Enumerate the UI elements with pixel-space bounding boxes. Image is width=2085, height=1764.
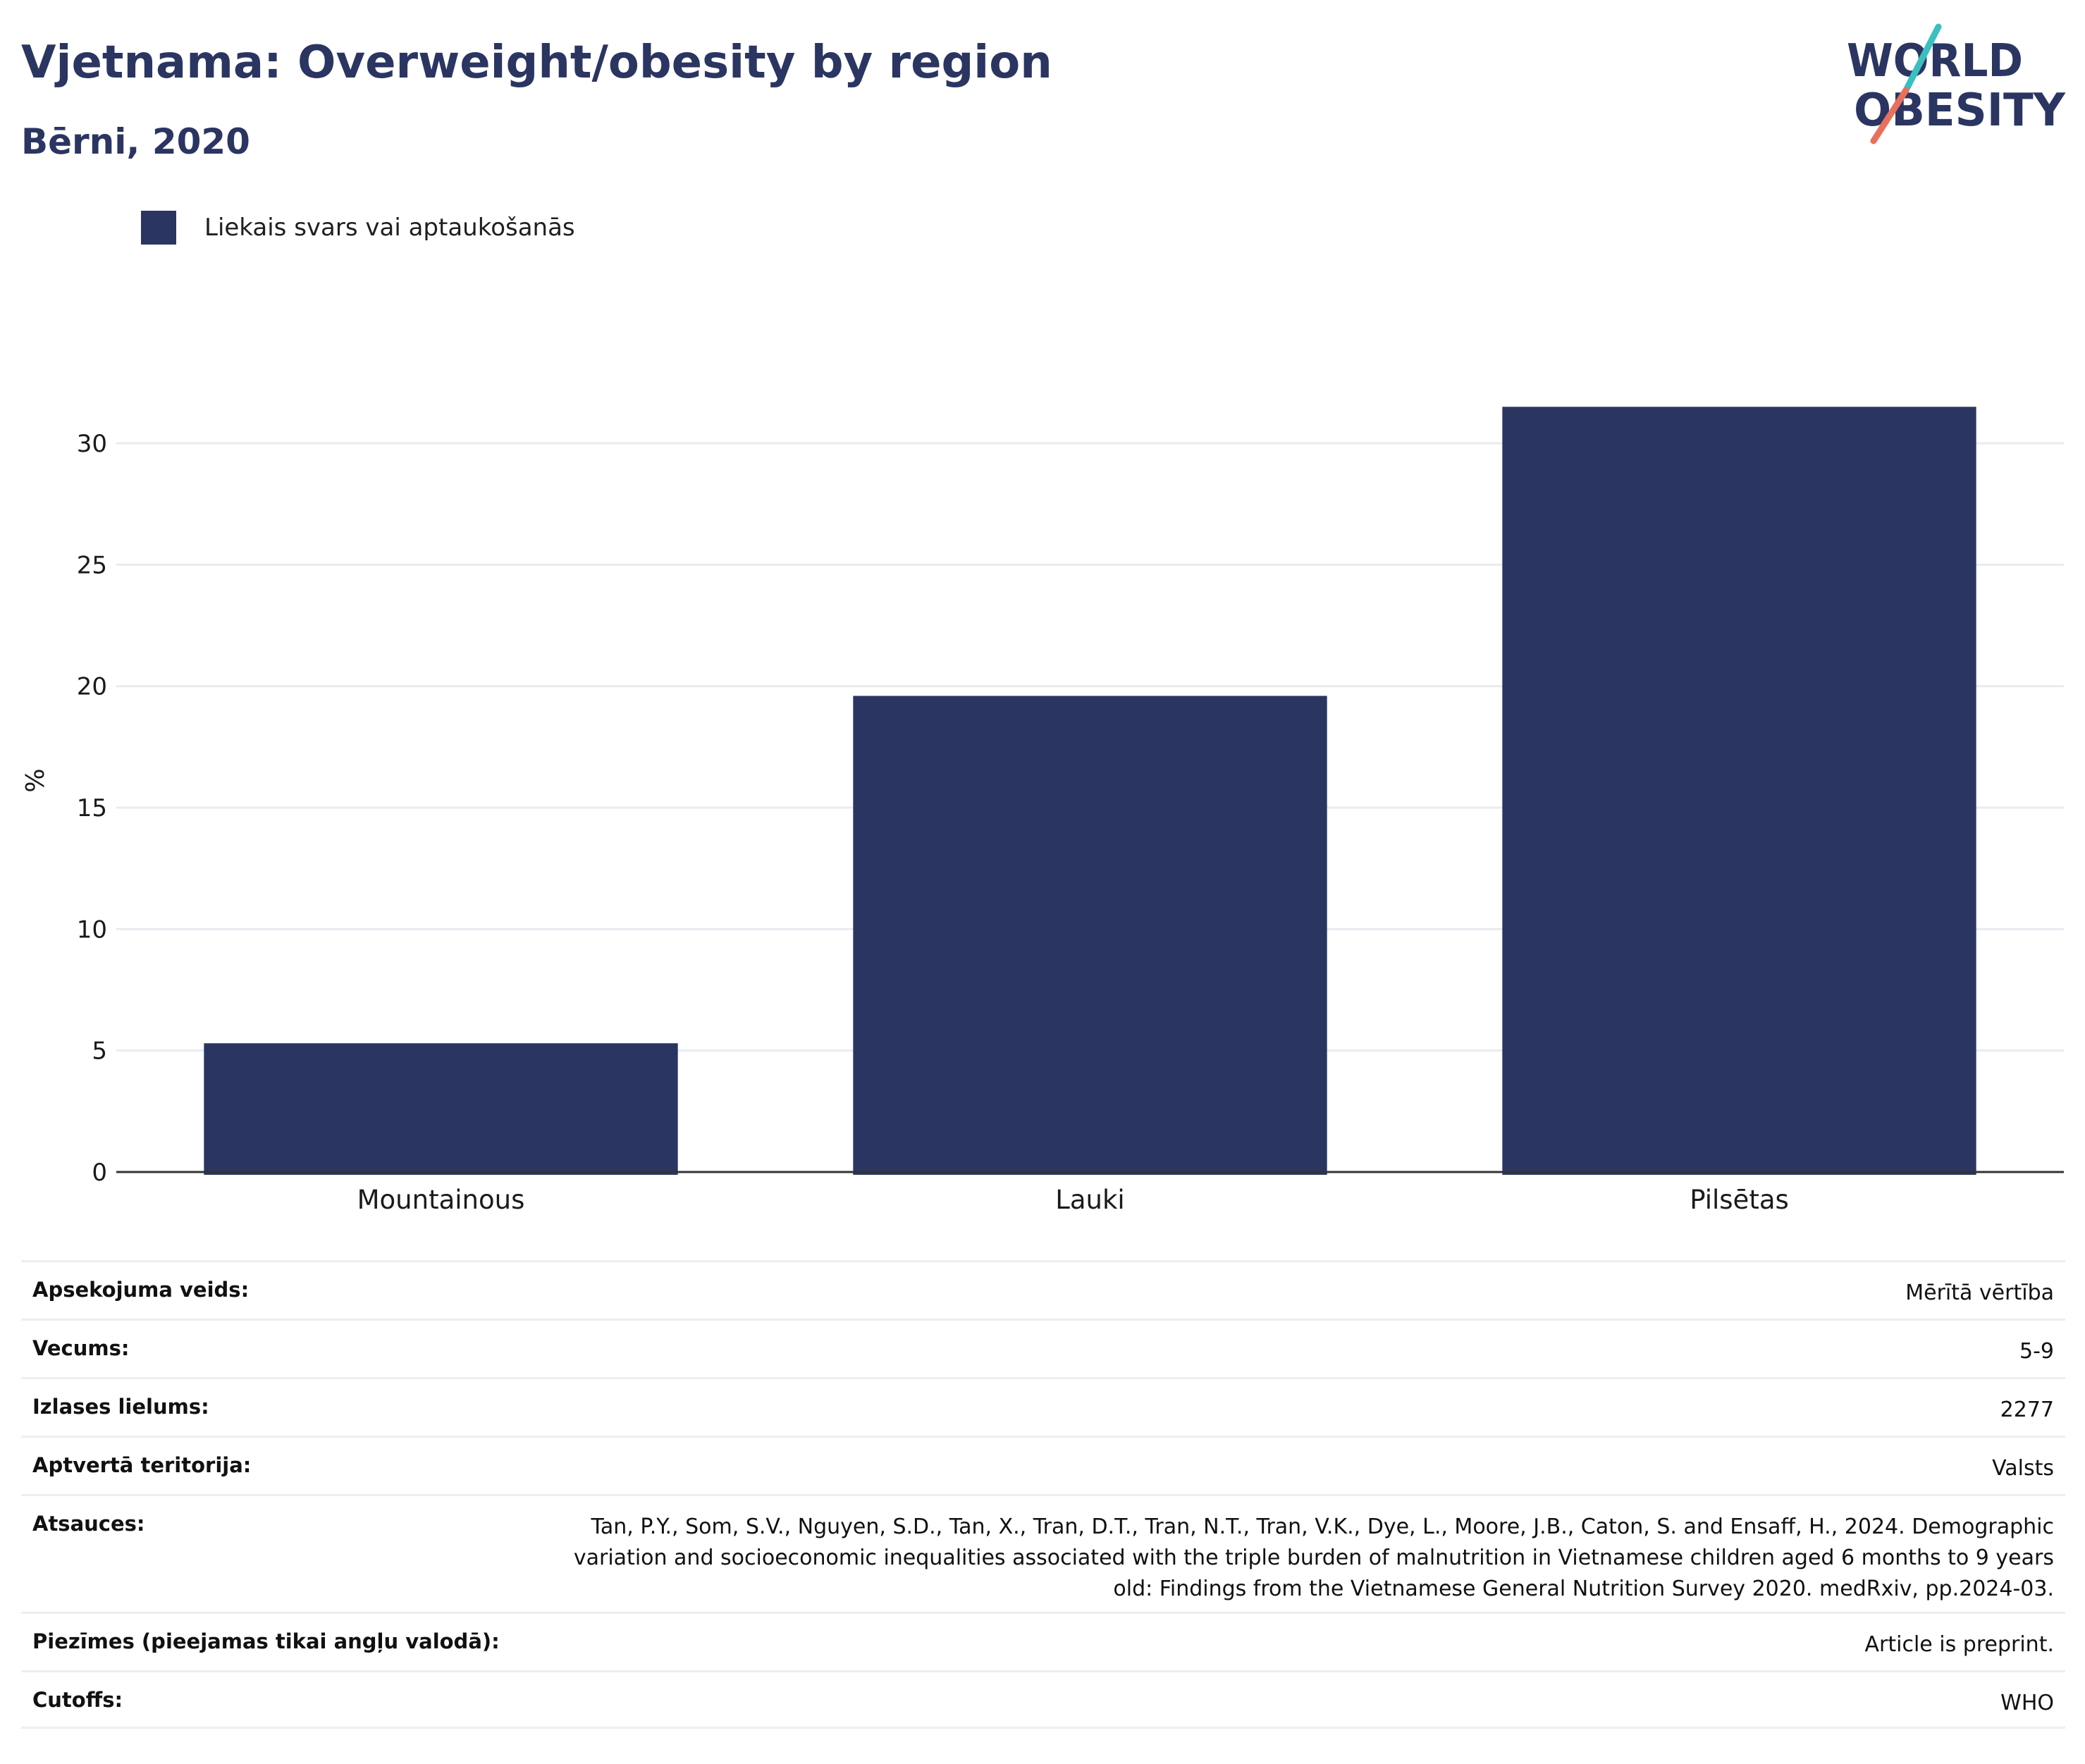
axes: 0 5 10 15 20 25 30 Mountainous Lauki Pilsētas xyxy=(77,430,2064,1215)
info-value: 2277 xyxy=(2000,1398,2054,1422)
y-tick-label: 0 xyxy=(92,1159,107,1187)
info-label: Cutoffs: xyxy=(32,1688,123,1712)
info-value: Mērītā vērtība xyxy=(1905,1281,2054,1305)
x-tick-label: Lauki xyxy=(1055,1185,1124,1215)
info-row-coverage: Aptvertā teritorija: Valsts xyxy=(21,1436,2065,1494)
chart-title: Vjetnama: Overweight/obesity by region xyxy=(21,37,1052,89)
info-label: Vecums: xyxy=(32,1336,130,1360)
info-value: Tan, P.Y., Som, S.V., Nguyen, S.D., Tan,… xyxy=(573,1515,2054,1601)
logo-line-1: WORLD xyxy=(1847,35,2023,87)
legend-swatch xyxy=(141,211,176,245)
info-label: Aptvertā teritorija: xyxy=(32,1453,252,1477)
y-tick-label: 25 xyxy=(77,551,107,579)
info-value: 5-9 xyxy=(2019,1339,2054,1364)
info-label: Apsekojuma veids: xyxy=(32,1278,250,1302)
metadata-table: Apsekojuma veids: Mērītā vērtība Vecums:… xyxy=(21,1260,2065,1729)
bar-lauki[interactable] xyxy=(853,696,1327,1175)
y-tick-label: 30 xyxy=(77,430,107,458)
x-tick-label: Pilsētas xyxy=(1690,1185,1789,1215)
info-row-survey-type: Apsekojuma veids: Mērītā vērtība xyxy=(21,1260,2065,1319)
chart-legend: Liekais svars vai aptaukošanās xyxy=(141,210,575,245)
y-tick-label: 20 xyxy=(77,673,107,701)
info-value: WHO xyxy=(2000,1691,2054,1715)
legend-label: Liekais svars vai aptaukošanās xyxy=(204,214,575,242)
y-tick-label: 5 xyxy=(92,1037,107,1066)
y-tick-label: 15 xyxy=(77,794,107,822)
bar-mountainous[interactable] xyxy=(204,1043,678,1175)
info-label: Atsauces: xyxy=(32,1512,145,1536)
info-label: Piezīmes (pieejamas tikai angļu valodā): xyxy=(32,1629,500,1653)
info-value: Valsts xyxy=(1992,1456,2054,1481)
info-value: Article is preprint. xyxy=(1864,1632,2054,1657)
info-row-references: Atsauces: Tan, P.Y., Som, S.V., Nguyen, … xyxy=(21,1494,2065,1612)
info-row-cutoffs: Cutoffs: WHO xyxy=(21,1670,2065,1729)
logo-slash-top xyxy=(1902,23,1942,94)
chart-subtitle: Bērni, 2020 xyxy=(21,121,250,162)
info-row-sample-size: Izlases lielums: 2277 xyxy=(21,1377,2065,1436)
info-label: Izlases lielums: xyxy=(32,1395,209,1419)
logo-line-2: OBESITY xyxy=(1854,85,2066,137)
bar-pilsētas[interactable] xyxy=(1502,407,1976,1175)
x-tick-label: Mountainous xyxy=(357,1185,525,1215)
y-tick-label: 10 xyxy=(77,915,107,944)
info-row-age: Vecums: 5-9 xyxy=(21,1319,2065,1377)
bar-chart: 0 5 10 15 20 25 30 Mountainous Lauki Pilsētas % xyxy=(21,407,2064,1215)
world-obesity-logo: WORLD OBESITY xyxy=(1833,20,2072,147)
info-row-notes: Piezīmes (pieejamas tikai angļu valodā):… xyxy=(21,1612,2065,1670)
logo-slash-bottom xyxy=(1870,87,1909,144)
y-axis-label: % xyxy=(21,768,50,792)
bars xyxy=(204,407,1976,1175)
